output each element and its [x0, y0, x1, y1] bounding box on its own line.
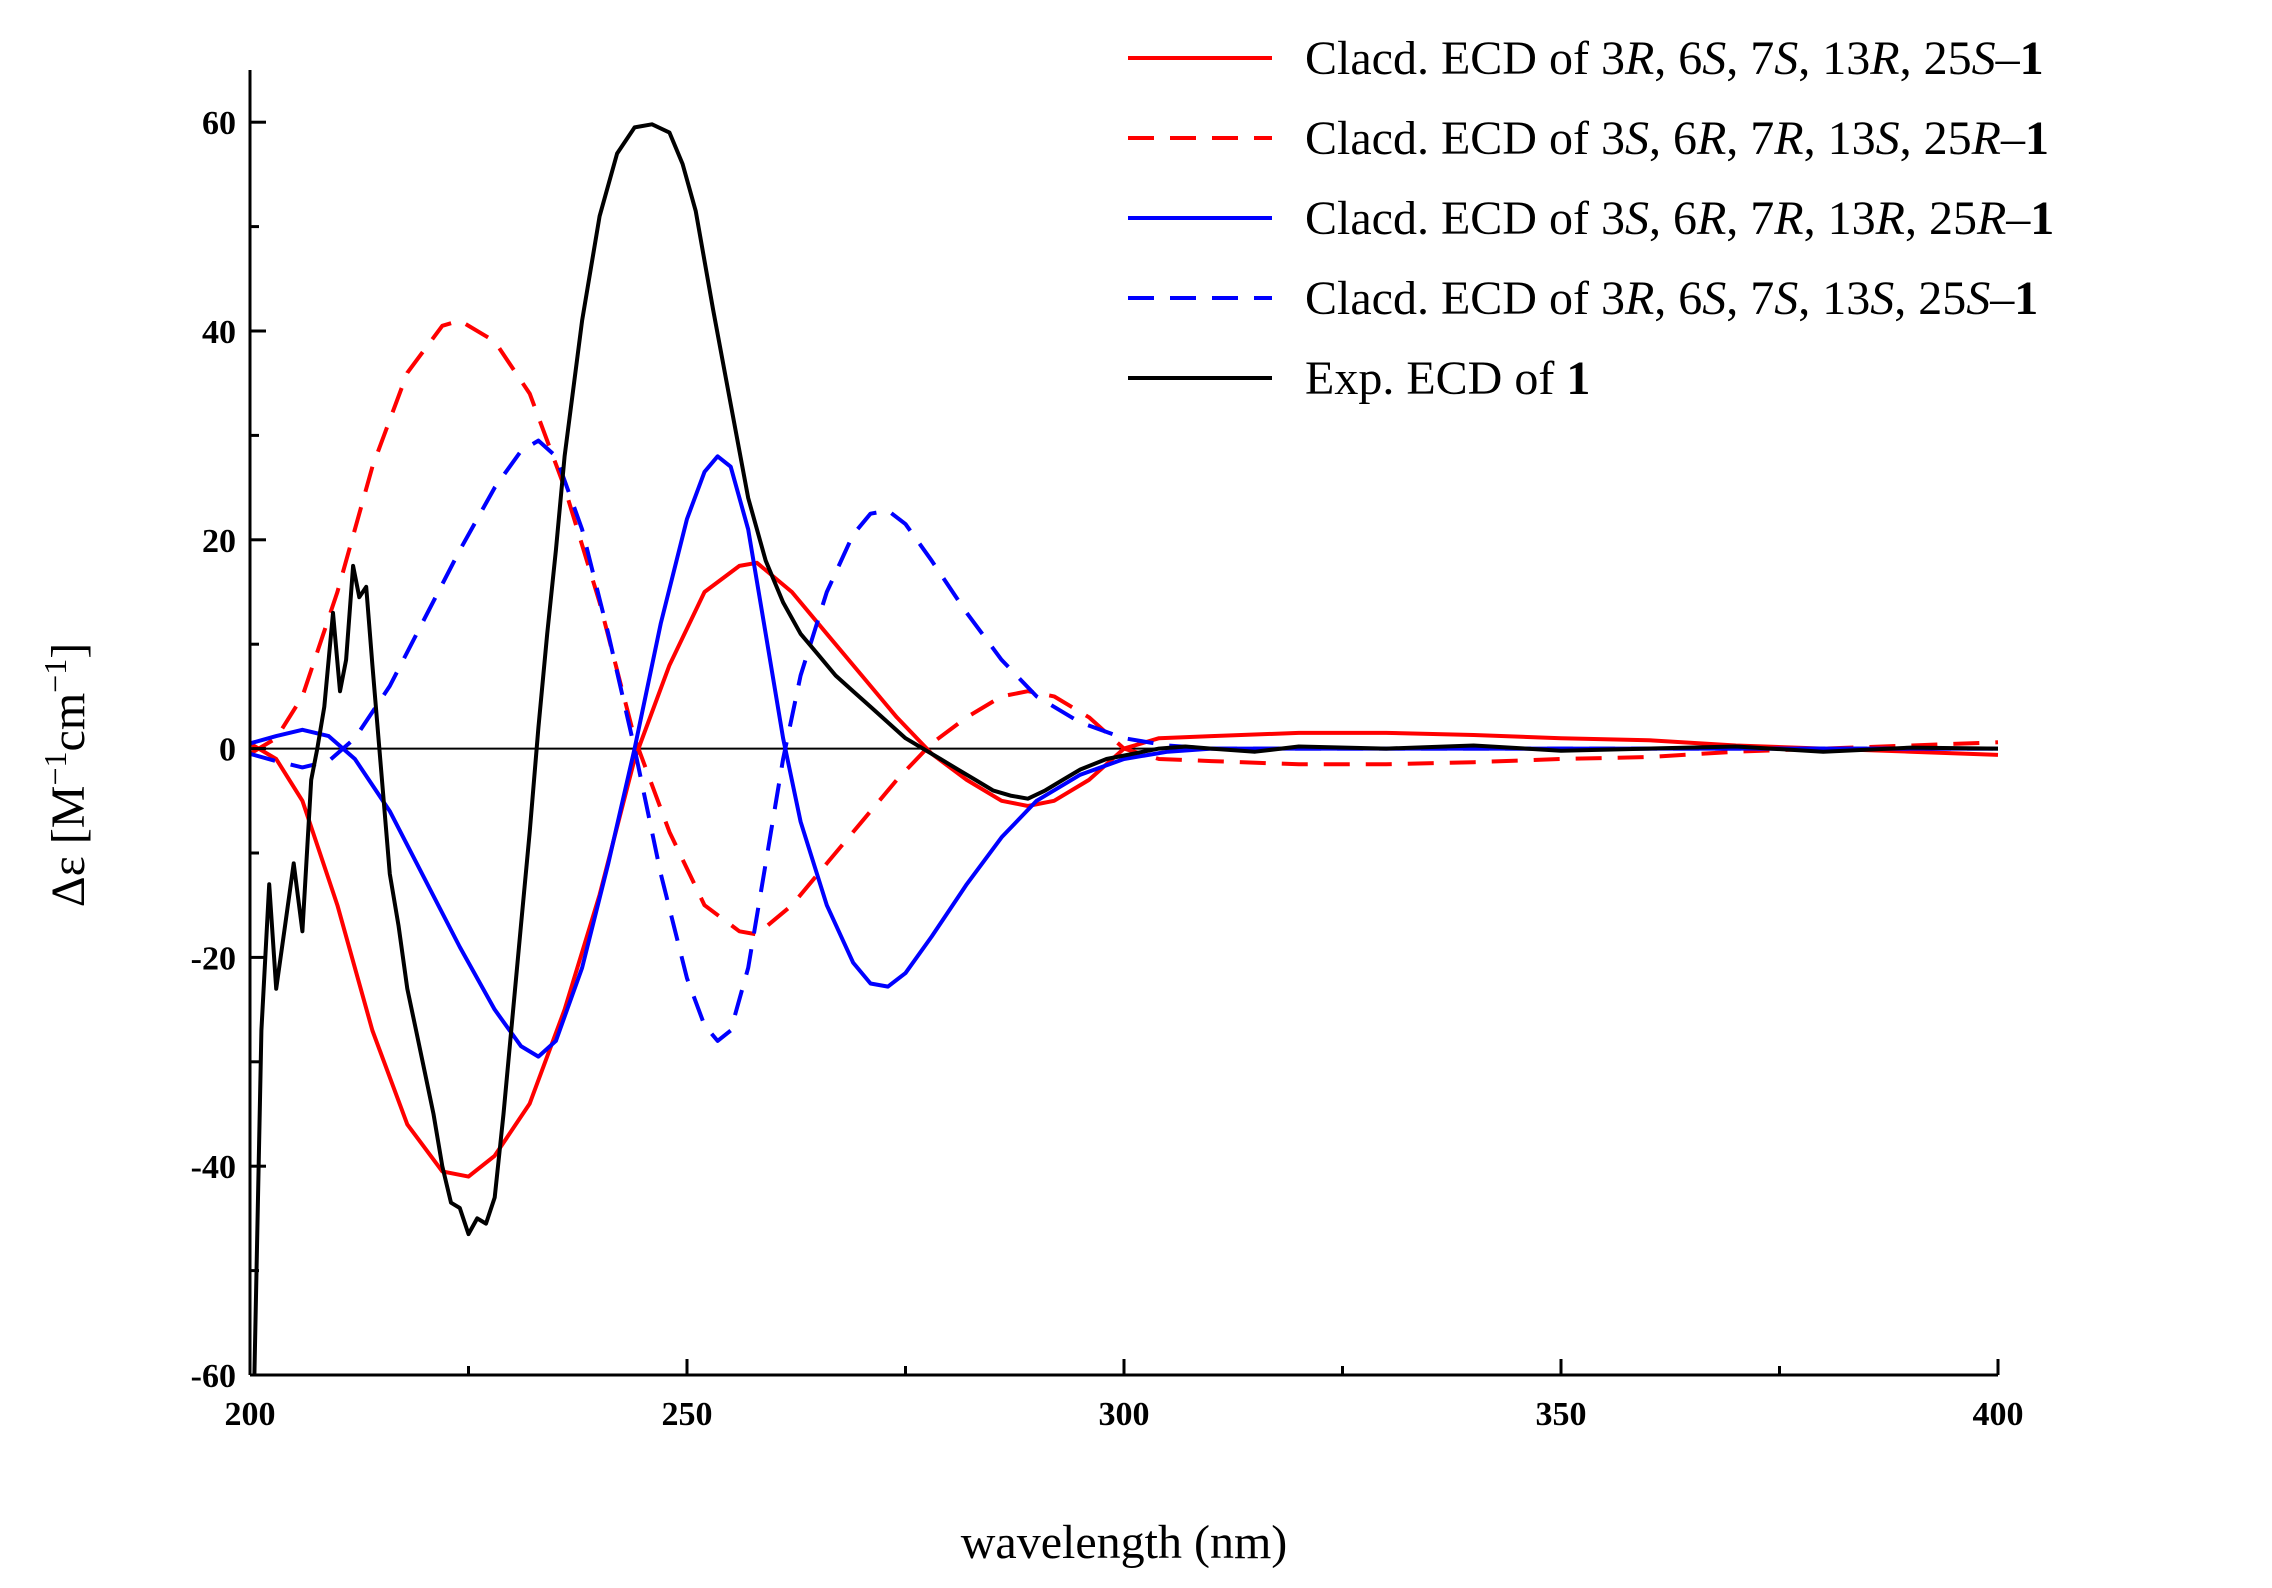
legend-label-part: S	[1625, 112, 1649, 165]
series-line-1	[248, 560, 1999, 1179]
legend-label-part: R	[1976, 192, 2006, 245]
legend-label-part: S	[1625, 192, 1649, 245]
x-tick-label: 200	[225, 1396, 276, 1433]
legend-label-part: R	[1696, 112, 1726, 165]
y-tick-label: -40	[191, 1149, 236, 1186]
legend-label-part: Clacd. ECD of 3	[1305, 272, 1625, 325]
legend-label-part: 1	[1566, 352, 1590, 405]
y-tick-label: 20	[202, 523, 236, 560]
legend-label-part: R	[1869, 32, 1899, 85]
legend-label-part: Clacd. ECD of 3	[1305, 192, 1625, 245]
legend-label-part: Clacd. ECD of 3	[1305, 112, 1625, 165]
legend-label-part: , 25	[1905, 192, 1977, 245]
x-axis-label: wavelength (nm)	[961, 1516, 1288, 1569]
legend-label-part: , 13	[1798, 272, 1870, 325]
legend-label-part: R	[1624, 272, 1654, 325]
x-tick-label: 350	[1536, 1396, 1587, 1433]
legend-label-part: , 13	[1798, 32, 1870, 85]
legend-label-part: –	[1989, 272, 2015, 325]
legend-label-part: , 13	[1804, 112, 1876, 165]
legend-label-part: S	[1870, 272, 1894, 325]
series-line-3	[249, 454, 1998, 1059]
series-group	[248, 122, 1999, 1376]
legend-label-part: 1	[2030, 192, 2054, 245]
legend-label-part: S	[1702, 32, 1726, 85]
legend-label-part: , 25	[1894, 272, 1966, 325]
legend-label-part: S	[1966, 272, 1990, 325]
legend-label-4: Clacd. ECD of 3R, 6S, 7S, 13S, 25S–1	[1305, 272, 2038, 325]
legend-label-part: , 13	[1804, 192, 1876, 245]
y-tick-label: -60	[191, 1358, 236, 1395]
legend-label-1: Clacd. ECD of 3R, 6S, 7S, 13R, 25S–1	[1305, 32, 2044, 85]
series-line-5	[252, 122, 1999, 1376]
legend-label-2: Clacd. ECD of 3S, 6R, 7R, 13S, 25R–1	[1305, 112, 2049, 165]
y-axis-label: Δε [M−1cm−1]	[37, 643, 95, 907]
legend-label-part: S	[1774, 32, 1798, 85]
legend-label-part: , 7	[1726, 112, 1774, 165]
x-tick-label: 300	[1099, 1396, 1150, 1433]
x-tick-label: 250	[662, 1396, 713, 1433]
legend-label-5: Exp. ECD of 1	[1305, 352, 1590, 405]
y-label-segment: Δε [M	[42, 786, 95, 908]
legend-label-part: , 7	[1726, 272, 1774, 325]
y-label-superscript: −1	[37, 751, 73, 785]
legend-label-part: R	[1875, 192, 1905, 245]
legend-label-part: Clacd. ECD of 3	[1305, 32, 1625, 85]
y-label-segment: cm	[42, 693, 95, 752]
legend-label-part: S	[1972, 32, 1996, 85]
series-line-4	[249, 438, 1998, 1043]
series-line-2	[248, 318, 1999, 937]
ticks-group: 200 250 300 350 400 -60 -40 -20 0 20 40 60	[191, 105, 2024, 1433]
legend-label-part: , 6	[1654, 272, 1702, 325]
legend-label-part: –	[2000, 112, 2026, 165]
legend-label-part: R	[1773, 112, 1803, 165]
legend-label-part: –	[1995, 32, 2021, 85]
legend-label-part: , 25	[1900, 112, 1972, 165]
legend-label-part: R	[1773, 192, 1803, 245]
legend-label-part: , 7	[1726, 192, 1774, 245]
legend-label-part: , 6	[1649, 112, 1697, 165]
legend-label-3: Clacd. ECD of 3S, 6R, 7R, 13R, 25R–1	[1305, 192, 2054, 245]
legend-label-part: Exp. ECD of	[1305, 352, 1566, 405]
legend-label-part: 1	[2025, 112, 2049, 165]
y-label-segment: ]	[42, 643, 95, 659]
legend-label-part: R	[1971, 112, 2001, 165]
y-label-superscript: −1	[37, 659, 73, 693]
legend-label-part: S	[1876, 112, 1900, 165]
legend-label-part: 1	[2014, 272, 2038, 325]
legend-label-part: S	[1702, 272, 1726, 325]
legend: Clacd. ECD of 3R, 6S, 7S, 13R, 25S–1Clac…	[1128, 32, 2054, 405]
y-tick-label: -20	[191, 940, 236, 977]
legend-label-part: R	[1696, 192, 1726, 245]
legend-label-part: , 6	[1654, 32, 1702, 85]
y-tick-label: 0	[219, 732, 236, 769]
legend-label-part: , 6	[1649, 192, 1697, 245]
legend-label-part: , 25	[1900, 32, 1972, 85]
y-tick-label: 60	[202, 105, 236, 142]
legend-label-part: R	[1624, 32, 1654, 85]
legend-label-part: , 7	[1726, 32, 1774, 85]
y-tick-label: 40	[202, 314, 236, 351]
legend-label-part: S	[1774, 272, 1798, 325]
legend-label-part: 1	[2020, 32, 2044, 85]
x-tick-label: 400	[1973, 1396, 2024, 1433]
legend-label-part: –	[2005, 192, 2031, 245]
